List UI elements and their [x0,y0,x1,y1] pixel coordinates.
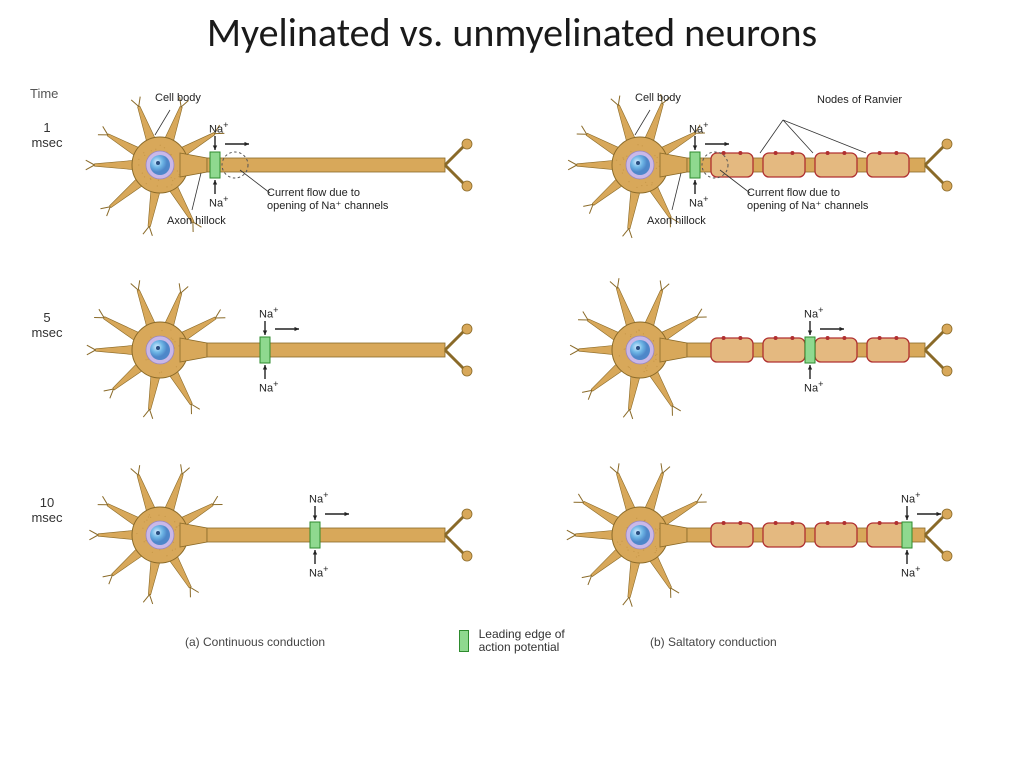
neuron-a-5: Na+ Na+ [75,275,515,425]
neuron-b-1: Na+ Na+ Cell body Axon hillock Current flow … [555,90,995,240]
neuron-b-5: Na+ Na+ [555,275,995,425]
neuron-a-1: Na+ Na+ Cell body Axon hillock Current flow … [75,90,515,240]
legend: Leading edge of action potential [20,628,1004,654]
time-1: 1 msec [22,120,72,150]
na-label: Na+ [259,305,278,321]
na-label: Na+ [259,379,278,395]
na-label: Na+ [689,120,708,136]
time-10: 10 msec [22,495,72,525]
label-axon-hillock: Axon hillock [647,215,706,228]
label-current-flow: Current flow due to opening of Na⁺ chann… [747,187,868,212]
na-label: Na+ [804,379,823,395]
time-header: Time [30,86,58,101]
na-label: Na+ [689,194,708,210]
label-cell-body: Cell body [155,92,201,105]
diagram-stage: Time 1 msec 5 msec 10 msec Na+ Na+ Cell bo… [20,80,1004,720]
neuron-a-10: Na+ Na+ [75,460,515,610]
na-label: Na+ [804,305,823,321]
na-label: Na+ [209,194,228,210]
neuron-b-10: Na+ Na+ [555,460,995,610]
na-label: Na+ [901,490,920,506]
label-axon-hillock: Axon hillock [167,215,226,228]
time-5: 5 msec [22,310,72,340]
na-label: Na+ [209,120,228,136]
na-label: Na+ [901,564,920,580]
label-cell-body: Cell body [635,92,681,105]
legend-swatch [459,630,469,652]
na-label: Na+ [309,564,328,580]
label-current-flow: Current flow due to opening of Na⁺ chann… [267,187,388,212]
na-label: Na+ [309,490,328,506]
label-nodes-ranvier: Nodes of Ranvier [817,94,902,107]
page-title: Myelinated vs. unmyelinated neurons [0,8,1024,57]
legend-text: Leading edge of action potential [479,628,565,654]
